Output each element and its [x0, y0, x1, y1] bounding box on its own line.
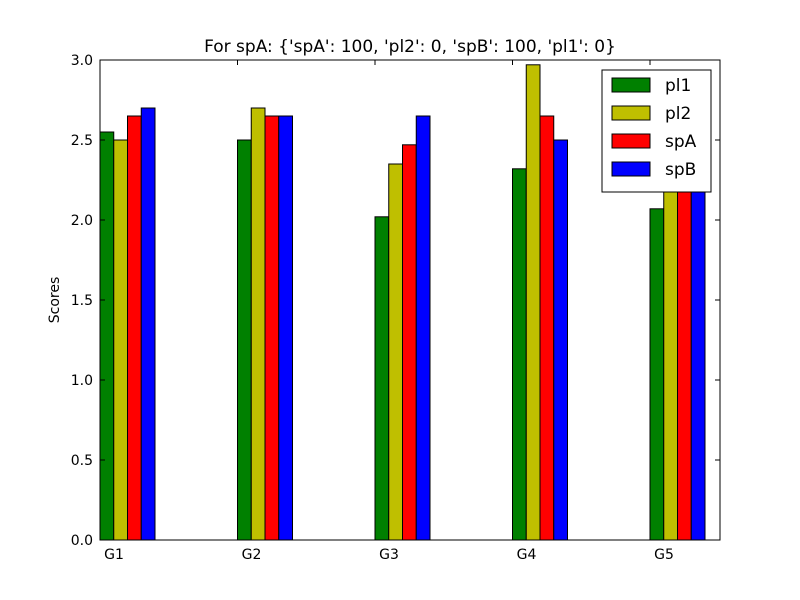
y-tick-label: 2.0 — [71, 213, 93, 229]
bar-spA-G5 — [677, 179, 692, 541]
legend-swatch-spB — [611, 161, 651, 177]
bar-spA-G2 — [264, 115, 280, 541]
bar-pl2-G4 — [525, 64, 541, 541]
bar-pl1-G2 — [237, 139, 252, 541]
legend-swatch-pl1 — [611, 77, 651, 93]
legend-label-pl1: pl1 — [665, 76, 691, 96]
bar-pl2-G5 — [663, 187, 678, 541]
bar-pl2-G1 — [113, 139, 128, 541]
x-tick-label-G4: G4 — [517, 547, 537, 563]
bar-pl2-G2 — [250, 107, 266, 541]
y-tick-label: 0.5 — [71, 453, 93, 469]
bar-spB-G1 — [140, 107, 156, 541]
bar-spA-G1 — [127, 115, 142, 541]
bar-pl2-G3 — [388, 163, 403, 541]
bar-spB-G3 — [415, 115, 431, 541]
y-tick-label: 1.0 — [71, 373, 93, 389]
bar-pl1-G1 — [99, 131, 115, 541]
legend-swatch-spA — [611, 133, 651, 149]
bar-spB-G5 — [690, 171, 706, 541]
y-tick-label: 2.5 — [71, 133, 93, 149]
bar-pl1-G3 — [374, 216, 390, 541]
bar-spA-G3 — [402, 144, 417, 541]
x-tick-label-G5: G5 — [654, 547, 674, 563]
bars-group — [99, 64, 706, 541]
legend-label-pl2: pl2 — [665, 104, 691, 124]
legend: pl1 pl2 spA spB — [601, 69, 712, 193]
bar-spA-G4 — [539, 115, 555, 541]
axes-group: 0.0 0.5 1.0 1.5 2.0 2.5 3.0 G1 G2 G3 G4 G5 — [71, 53, 721, 563]
x-tick-label-G2: G2 — [242, 547, 262, 563]
chart-title: For spA: {'spA': 100, 'pl2': 0, 'spB': 1… — [204, 37, 616, 57]
y-tick-label: 3.0 — [71, 53, 93, 69]
y-axis-label: Scores — [47, 277, 63, 324]
y-tick-label: 1.5 — [71, 293, 93, 309]
y-tick-label: 0.0 — [71, 533, 93, 549]
x-tick-label-G1: G1 — [104, 547, 124, 563]
x-tick-label-G3: G3 — [379, 547, 399, 563]
bar-spB-G4 — [553, 139, 568, 541]
bar-pl1-G5 — [649, 208, 665, 541]
legend-swatch-pl2 — [611, 105, 651, 121]
bar-pl1-G4 — [512, 168, 527, 541]
legend-label-spA: spA — [665, 132, 697, 152]
bar-spB-G2 — [278, 115, 293, 541]
legend-label-spB: spB — [665, 160, 696, 180]
